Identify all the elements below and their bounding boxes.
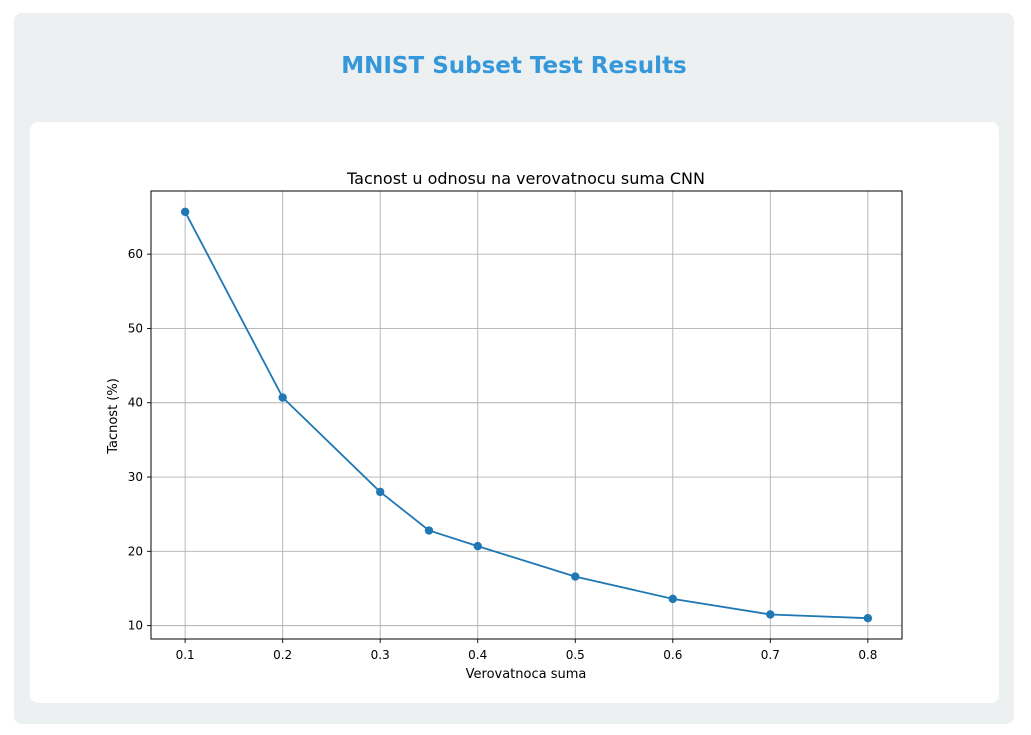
data-point xyxy=(863,613,873,623)
chart-title: Tacnost u odnosu na verovatnocu suma CNN xyxy=(346,169,705,188)
chart-card: 0.1 0.2 0.3 0.4 0.5 0.6 0.7 0.8 10 20 30 40 50 60 Tacn… xyxy=(30,122,999,703)
plot-frame xyxy=(150,190,903,640)
grid-lines xyxy=(151,191,902,639)
x-tick-label: 0.1 xyxy=(176,648,195,662)
x-tick-label: 0.2 xyxy=(273,648,292,662)
data-point xyxy=(766,610,775,619)
y-tick-label: 50 xyxy=(128,321,143,335)
x-tick-label: 0.7 xyxy=(761,648,780,662)
data-point xyxy=(278,393,287,402)
page-background: MNIST Subset Test Results 0.1 0.2 0.3 0.4 0.… xyxy=(14,13,1014,724)
y-axis-label: Tacnost (%) xyxy=(106,378,121,455)
y-tick-label: 60 xyxy=(128,247,143,261)
y-tick-label: 40 xyxy=(128,396,143,410)
y-tick-label: 30 xyxy=(128,470,143,484)
x-tick-label: 0.3 xyxy=(371,648,390,662)
data-point xyxy=(180,207,190,217)
data-point xyxy=(376,487,385,497)
x-tick-label: 0.8 xyxy=(858,648,877,662)
page-title: MNIST Subset Test Results xyxy=(341,53,687,79)
y-tick-label: 10 xyxy=(128,619,143,633)
x-tick-label: 0.5 xyxy=(566,648,585,662)
series-line-group xyxy=(180,207,873,623)
data-point xyxy=(424,526,434,535)
y-tick-label: 20 xyxy=(128,544,143,558)
series-line xyxy=(184,211,868,620)
x-tick-label: 0.4 xyxy=(468,648,487,662)
data-point xyxy=(668,594,677,604)
axes: 0.1 0.2 0.3 0.4 0.5 0.6 0.7 0.8 10 20 30 40 50 60 xyxy=(128,190,903,662)
x-axis-label: Verovatnoca suma xyxy=(466,667,587,682)
accuracy-line-chart: 0.1 0.2 0.3 0.4 0.5 0.6 0.7 0.8 10 20 30 40 50 60 Tacn… xyxy=(106,169,903,682)
data-point xyxy=(473,541,482,551)
x-tick-label: 0.6 xyxy=(663,648,682,662)
data-point xyxy=(571,572,580,581)
